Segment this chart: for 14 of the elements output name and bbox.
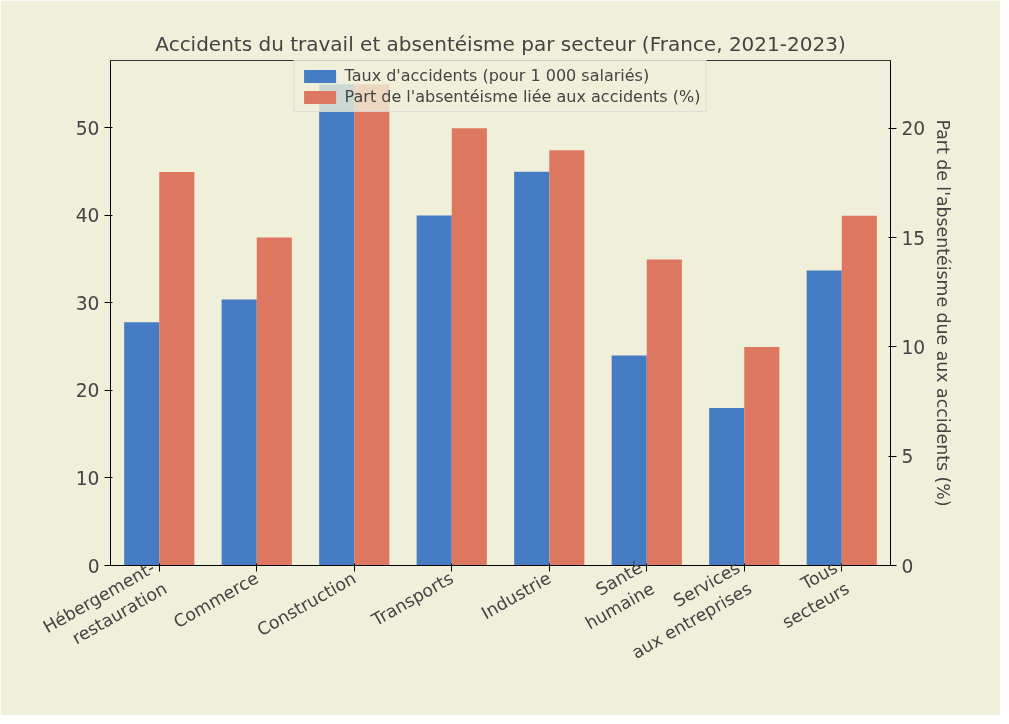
y-tick-label: 40 [75, 205, 100, 227]
chart-title: Accidents du travail et absentéisme par secteur (France, 2021-2023) [155, 31, 846, 56]
y2-tick-label: 20 [901, 118, 926, 140]
y-tick-label: 10 [75, 467, 100, 489]
legend-label: Taux d'accidents (pour 1 000 salariés) [344, 66, 650, 85]
y2-axis-title: Part de l'absentéisme due aux accidents (%) [933, 119, 954, 507]
legend-label: Part de l'absentéisme liée aux accidents (%) [344, 87, 701, 106]
y2-tick-label: 15 [901, 227, 926, 249]
y-tick-label: 30 [75, 292, 100, 314]
y2-tick-label: 0 [901, 555, 914, 577]
y-tick-label: 50 [75, 117, 100, 139]
y2-tick-label: 10 [901, 336, 926, 358]
y2-tick-label: 5 [901, 446, 914, 468]
y-tick-label: 20 [75, 380, 100, 402]
